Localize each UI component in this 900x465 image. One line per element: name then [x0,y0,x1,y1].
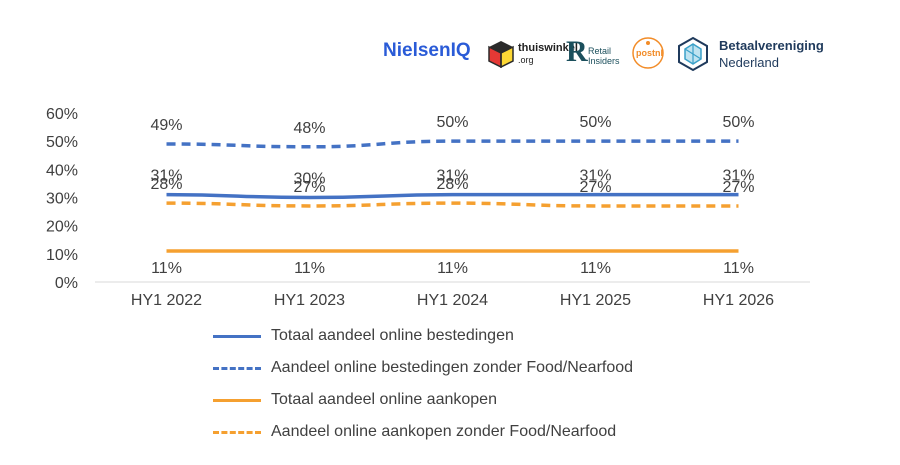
data-label: 31% [436,168,468,185]
data-label: 28% [436,176,468,193]
line-chart: 0%10%20%30%40%50%60% HY1 2022 HY1 2023 HY1… [46,106,810,309]
series-line-1 [166,139,739,149]
nielseniq-logo: NielsenIQ [383,40,471,61]
retail-insiders-text: Retail [588,46,612,56]
retail-insiders-mark-icon: R [566,35,588,68]
data-labels: 31% 30% 31% 31% 31% 49% 48% 50% 50% 50% 11% 11% 11% 1… [150,114,754,277]
data-label: 50% [722,114,754,131]
y-tick-label: 60% [46,106,78,123]
x-tick-label: HY1 2022 [131,292,202,309]
y-tick-label: 30% [46,191,78,208]
data-label: 28% [150,176,182,193]
data-label: 48% [293,120,325,137]
betaalvereniging-logo: Betaalvereniging Nederland [675,36,845,72]
data-label: 50% [436,114,468,131]
retail-insiders-logo: R Retail Insiders [566,35,630,71]
betaalvereniging-text: Betaalvereniging [719,38,824,53]
data-label: 11% [437,260,468,277]
data-label: 11% [723,260,754,277]
data-label: 31% [579,168,611,185]
postnl-logo: postnl [631,36,665,70]
logo-bar: NielsenIQ thuiswinkel .org R Retail Insi… [0,0,900,80]
legend-label: Aandeel online aankopen zonder Food/Near… [271,423,617,440]
data-label: 49% [150,117,182,134]
data-label: 30% [293,171,325,188]
data-label: 27% [722,179,754,196]
data-label: 27% [579,179,611,196]
legend-item: Aandeel online bestedingen zonder Food/N… [213,352,633,384]
thuiswinkel-cube-icon [488,41,514,68]
legend-label: Totaal aandeel online aankopen [271,391,497,408]
x-tick-label: HY1 2025 [560,292,631,309]
betaalvereniging-hexagon-icon [678,36,708,72]
data-label: 27% [293,179,325,196]
legend: Totaal aandeel online bestedingen Aandeel… [213,320,633,448]
legend-label: Totaal aandeel online bestedingen [271,327,514,344]
data-label: 11% [580,260,611,277]
legend-swatch [213,430,261,434]
series-line-3 [166,201,739,208]
x-tick-label: HY1 2023 [274,292,345,309]
thuiswinkel-sub: .org [518,55,534,65]
legend-swatch [213,366,261,370]
data-label: 31% [722,168,754,185]
retail-insiders-sub: Insiders [588,56,620,66]
data-label: 31% [150,168,182,185]
legend-item: Aandeel online aankopen zonder Food/Near… [213,416,633,448]
legend-swatch [213,334,261,338]
series-lines [166,139,739,253]
y-tick-label: 10% [46,247,78,264]
y-axis-ticks: 0% 10% 20% 30% 40% 50% 60% [46,106,78,292]
x-tick-label: HY1 2024 [417,292,488,309]
y-tick-label: 0% [55,275,78,292]
y-tick-label: 50% [46,134,78,151]
thuiswinkel-logo: thuiswinkel .org [488,38,578,70]
betaalvereniging-sub: Nederland [719,55,779,70]
legend-swatch [213,398,261,402]
x-axis-ticks: HY1 2022 HY1 2023 HY1 2024 HY1 2025 HY1 2026 [131,292,774,309]
data-label: 11% [151,260,182,277]
postnl-circle-icon [632,37,664,69]
series-line-0 [166,192,739,200]
data-label: 50% [579,114,611,131]
x-tick-label: HY1 2026 [703,292,774,309]
y-tick-label: 40% [46,162,78,179]
legend-label: Aandeel online bestedingen zonder Food/N… [271,359,634,376]
data-label: 11% [294,260,325,277]
legend-item: Totaal aandeel online bestedingen [213,320,633,352]
thuiswinkel-text: thuiswinkel [518,42,578,54]
y-tick-label: 20% [46,219,78,236]
legend-item: Totaal aandeel online aankopen [213,384,633,416]
postnl-text: postnl [636,48,663,58]
